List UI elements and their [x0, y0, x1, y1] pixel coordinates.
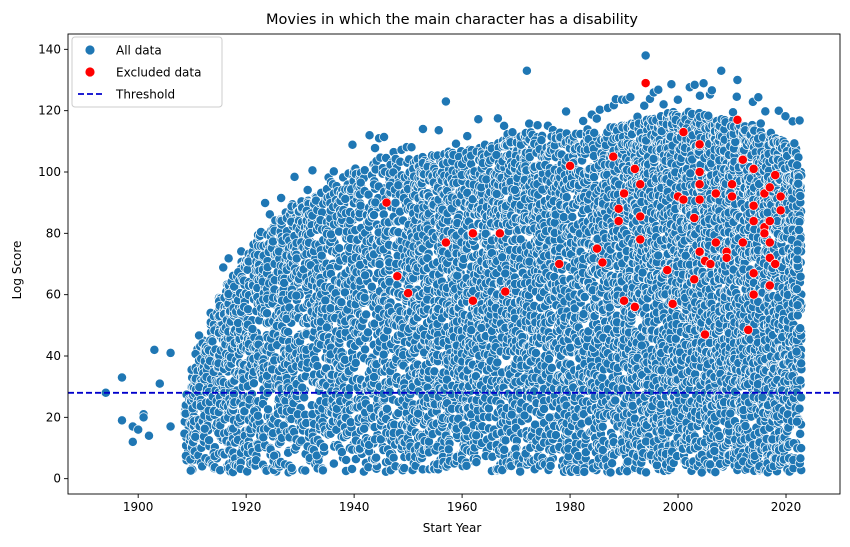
- all-data-point: [378, 349, 389, 360]
- all-data-point: [366, 281, 377, 292]
- all-data-point: [546, 362, 557, 373]
- all-data-point: [471, 430, 482, 441]
- all-data-point: [461, 460, 472, 471]
- all-data-point: [361, 309, 372, 320]
- all-data-point: [276, 193, 287, 203]
- all-data-point: [228, 388, 239, 399]
- all-data-point: [360, 270, 371, 281]
- all-data-point: [492, 113, 503, 124]
- all-data-point: [539, 404, 549, 414]
- all-data-point: [299, 392, 310, 403]
- all-data-point: [388, 452, 399, 463]
- all-data-point: [399, 463, 410, 474]
- all-data-point: [297, 382, 308, 393]
- all-data-point: [545, 460, 556, 471]
- all-data-point: [492, 357, 503, 368]
- all-data-point: [334, 243, 345, 254]
- all-data-point: [369, 210, 379, 220]
- all-data-point: [341, 454, 352, 465]
- all-data-point: [185, 465, 196, 476]
- all-data-point: [286, 463, 297, 473]
- all-data-point: [390, 197, 401, 208]
- all-data-point: [359, 292, 370, 303]
- all-data-point: [515, 466, 526, 477]
- all-data-point: [499, 120, 510, 131]
- all-data-point: [371, 452, 382, 463]
- all-data-point: [462, 131, 473, 142]
- all-data-point: [321, 322, 332, 333]
- all-data-point: [320, 295, 331, 306]
- all-data-point: [319, 442, 329, 453]
- all-data-point: [491, 189, 502, 199]
- all-data-points: [100, 50, 807, 478]
- all-data-point: [253, 410, 263, 421]
- all-data-point: [199, 423, 210, 434]
- all-data-point: [382, 403, 392, 414]
- all-data-point: [262, 308, 272, 319]
- all-data-point: [509, 185, 520, 195]
- all-data-point: [500, 268, 511, 279]
- all-data-point: [544, 354, 554, 364]
- all-data-point: [544, 412, 555, 423]
- all-data-point: [524, 118, 535, 129]
- all-data-point: [364, 130, 375, 141]
- all-data-point: [471, 457, 482, 468]
- all-data-point: [483, 403, 494, 414]
- all-data-point: [289, 171, 300, 182]
- all-data-point: [300, 465, 311, 476]
- all-data-point: [247, 324, 258, 334]
- all-data-point: [393, 180, 404, 191]
- all-data-point: [476, 323, 487, 333]
- all-data-point: [473, 114, 484, 125]
- all-data-point: [359, 423, 370, 434]
- all-data-point: [370, 143, 380, 154]
- all-data-point: [263, 404, 274, 415]
- all-data-point: [302, 185, 313, 195]
- all-data-point: [452, 270, 463, 281]
- all-data-point: [325, 303, 336, 314]
- all-data-point: [355, 200, 366, 211]
- all-data-point: [360, 344, 371, 355]
- all-data-point: [532, 120, 543, 131]
- all-data-point: [204, 435, 214, 446]
- all-data-point: [433, 125, 444, 136]
- all-data-point: [223, 253, 234, 264]
- all-data-point: [347, 139, 358, 150]
- all-data-point: [260, 198, 271, 208]
- all-data-point: [379, 132, 389, 142]
- all-data-point: [328, 458, 339, 469]
- all-data-point: [248, 378, 259, 389]
- all-data-point: [307, 165, 318, 176]
- all-data-point: [530, 348, 541, 359]
- all-data-point: [384, 386, 395, 397]
- all-data-point: [218, 262, 229, 273]
- all-data-point: [418, 124, 428, 134]
- all-data-point: [291, 290, 302, 301]
- all-data-point: [347, 464, 357, 475]
- all-data-point: [317, 465, 328, 476]
- all-data-point: [283, 327, 294, 337]
- all-data-point: [340, 194, 351, 204]
- all-data-point: [243, 304, 253, 315]
- all-data-point: [443, 444, 454, 455]
- all-data-point: [328, 166, 339, 177]
- all-data-point: [355, 177, 366, 188]
- all-data-point: [406, 142, 417, 153]
